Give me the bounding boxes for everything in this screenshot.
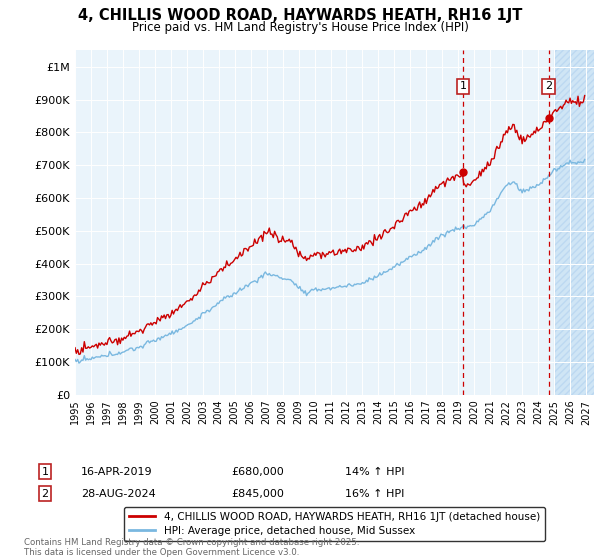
Text: £845,000: £845,000	[231, 489, 284, 499]
Text: 1: 1	[41, 466, 49, 477]
Text: £680,000: £680,000	[231, 466, 284, 477]
Text: Contains HM Land Registry data © Crown copyright and database right 2025.
This d: Contains HM Land Registry data © Crown c…	[24, 538, 359, 557]
Text: 2: 2	[41, 489, 49, 499]
Text: 28-AUG-2024: 28-AUG-2024	[81, 489, 156, 499]
Text: 14% ↑ HPI: 14% ↑ HPI	[345, 466, 404, 477]
Bar	[554, 50, 594, 395]
Text: 16-APR-2019: 16-APR-2019	[81, 466, 152, 477]
Legend: 4, CHILLIS WOOD ROAD, HAYWARDS HEATH, RH16 1JT (detached house), HPI: Average pr: 4, CHILLIS WOOD ROAD, HAYWARDS HEATH, RH…	[124, 507, 545, 541]
Text: 16% ↑ HPI: 16% ↑ HPI	[345, 489, 404, 499]
Text: 2: 2	[545, 82, 552, 91]
Text: 4, CHILLIS WOOD ROAD, HAYWARDS HEATH, RH16 1JT: 4, CHILLIS WOOD ROAD, HAYWARDS HEATH, RH…	[78, 8, 522, 24]
Text: Price paid vs. HM Land Registry's House Price Index (HPI): Price paid vs. HM Land Registry's House …	[131, 21, 469, 34]
Bar	[554, 50, 594, 395]
Text: 1: 1	[460, 82, 466, 91]
